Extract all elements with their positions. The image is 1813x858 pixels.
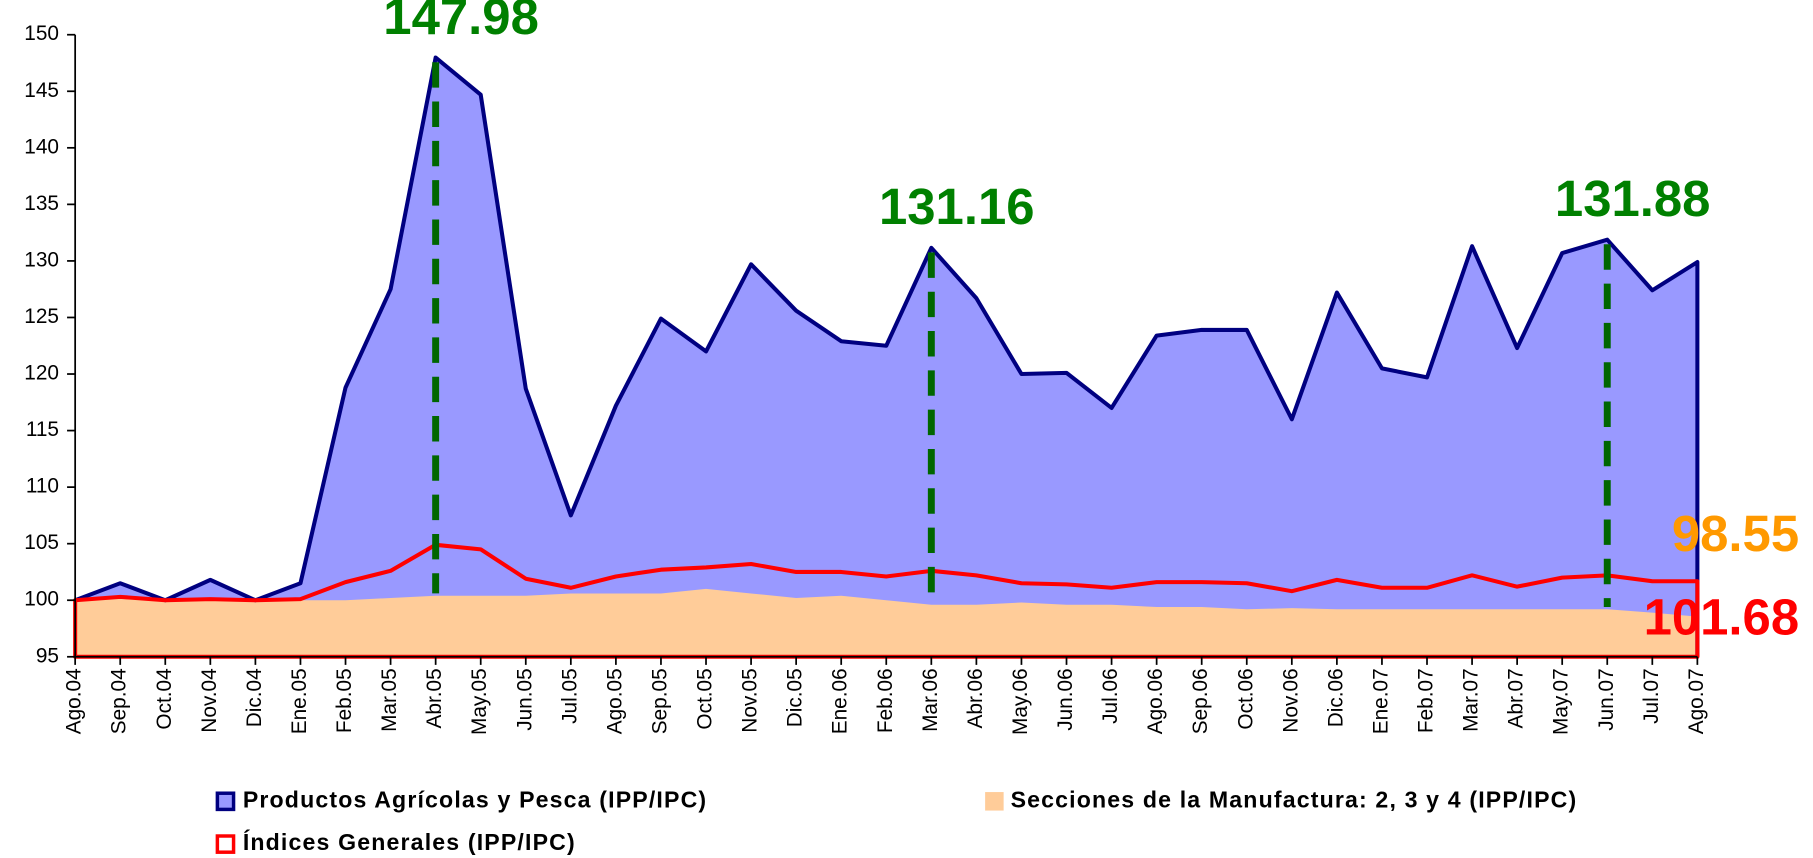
x-tick-label: Nov.05 <box>739 668 762 732</box>
x-tick-label: Dic.04 <box>243 668 266 727</box>
x-tick-label: Abr.05 <box>423 668 446 728</box>
x-tick-label: Ene.06 <box>829 668 852 734</box>
y-tick-label: 120 <box>24 362 59 385</box>
y-tick-label: 135 <box>24 192 59 215</box>
x-tick-label: Oct.05 <box>694 668 717 729</box>
area-line <box>74 55 1700 657</box>
x-tick-label: Mar.07 <box>1460 668 1483 732</box>
value-label: 147.98 <box>383 0 539 45</box>
x-tick-label: Jun.05 <box>513 668 536 730</box>
x-tick-label: Jul.07 <box>1640 668 1663 724</box>
x-tick-label: Mar.05 <box>378 668 401 732</box>
legend-swatch <box>215 791 236 812</box>
y-tick-label: 125 <box>24 305 59 328</box>
x-tick-label: Dic.05 <box>784 668 807 727</box>
y-tick-label: 100 <box>24 588 59 611</box>
x-tick-label: Feb.05 <box>333 668 356 733</box>
x-tick-label: Jul.05 <box>558 668 581 724</box>
value-label: 131.16 <box>879 178 1035 235</box>
x-tick-label: Nov.06 <box>1279 668 1302 732</box>
x-tick-label: May.07 <box>1550 668 1573 735</box>
x-tick-label: May.06 <box>1009 668 1032 735</box>
value-label: 131.88 <box>1555 170 1711 227</box>
x-tick-label: Abr.07 <box>1505 668 1528 728</box>
x-tick-label: Sep.04 <box>108 668 131 734</box>
x-tick-label: Dic.06 <box>1324 668 1347 727</box>
y-tick-label: 95 <box>36 644 59 667</box>
y-tick-label: 115 <box>26 418 59 441</box>
x-tick-label: Feb.06 <box>874 668 897 733</box>
x-tick-label: Sep.06 <box>1189 668 1212 734</box>
x-tick-label: Nov.04 <box>198 668 221 732</box>
y-tick-label: 150 <box>24 22 59 45</box>
x-tick-label: Ago.05 <box>603 668 626 734</box>
y-tick-label: 140 <box>24 135 59 158</box>
area-fill <box>75 588 1698 657</box>
area-fill <box>75 57 1698 657</box>
x-tick-label: Jun.06 <box>1054 668 1077 730</box>
x-tick-label: Jul.06 <box>1099 668 1122 724</box>
legend-label: Índices Generales (IPP/IPC) <box>243 828 576 855</box>
legend-swatch <box>985 792 1004 811</box>
area-outline <box>73 542 1700 659</box>
x-tick-label: Oct.04 <box>153 668 176 729</box>
value-label: 98.55 <box>1672 505 1799 562</box>
legend-swatch <box>215 834 236 854</box>
x-tick-label: Sep.05 <box>648 668 671 734</box>
value-label: 101.68 <box>1644 588 1800 645</box>
x-tick-label: Feb.07 <box>1415 668 1438 733</box>
x-tick-label: Ene.05 <box>288 668 311 734</box>
x-tick-label: Ene.07 <box>1369 668 1392 734</box>
y-tick-label: 130 <box>24 248 59 271</box>
x-tick-label: May.05 <box>468 668 491 735</box>
x-tick-label: Ago.04 <box>63 668 86 734</box>
legend-label: Productos Agrícolas y Pesca (IPP/IPC) <box>243 786 707 812</box>
legend-label: Secciones de la Manufactura: 2, 3 y 4 (I… <box>1011 786 1578 812</box>
x-tick-label: Ago.07 <box>1685 668 1708 734</box>
x-tick-label: Oct.06 <box>1234 668 1257 729</box>
x-tick-label: Mar.06 <box>919 668 942 732</box>
x-tick-label: Abr.06 <box>964 668 987 728</box>
x-tick-label: Jun.07 <box>1595 668 1618 730</box>
y-tick-label: 145 <box>24 79 59 102</box>
y-tick-label: 105 <box>24 531 59 554</box>
y-tick-label: 110 <box>26 475 59 498</box>
x-tick-label: Ago.06 <box>1144 668 1167 734</box>
